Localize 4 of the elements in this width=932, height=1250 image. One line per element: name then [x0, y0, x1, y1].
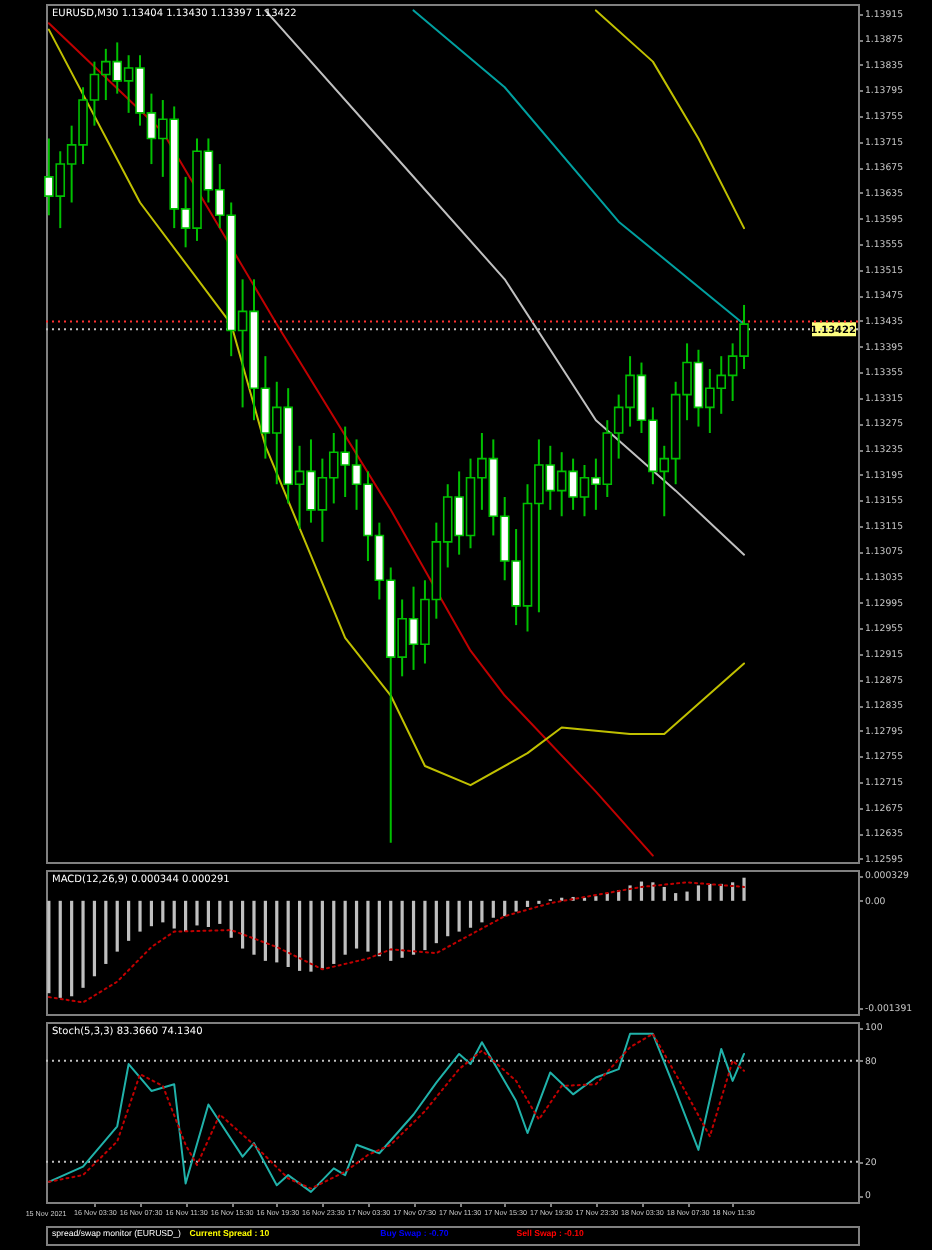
line-series — [47, 28, 746, 787]
line-series — [47, 22, 654, 857]
line-series — [594, 9, 746, 230]
line-series — [47, 881, 746, 1004]
